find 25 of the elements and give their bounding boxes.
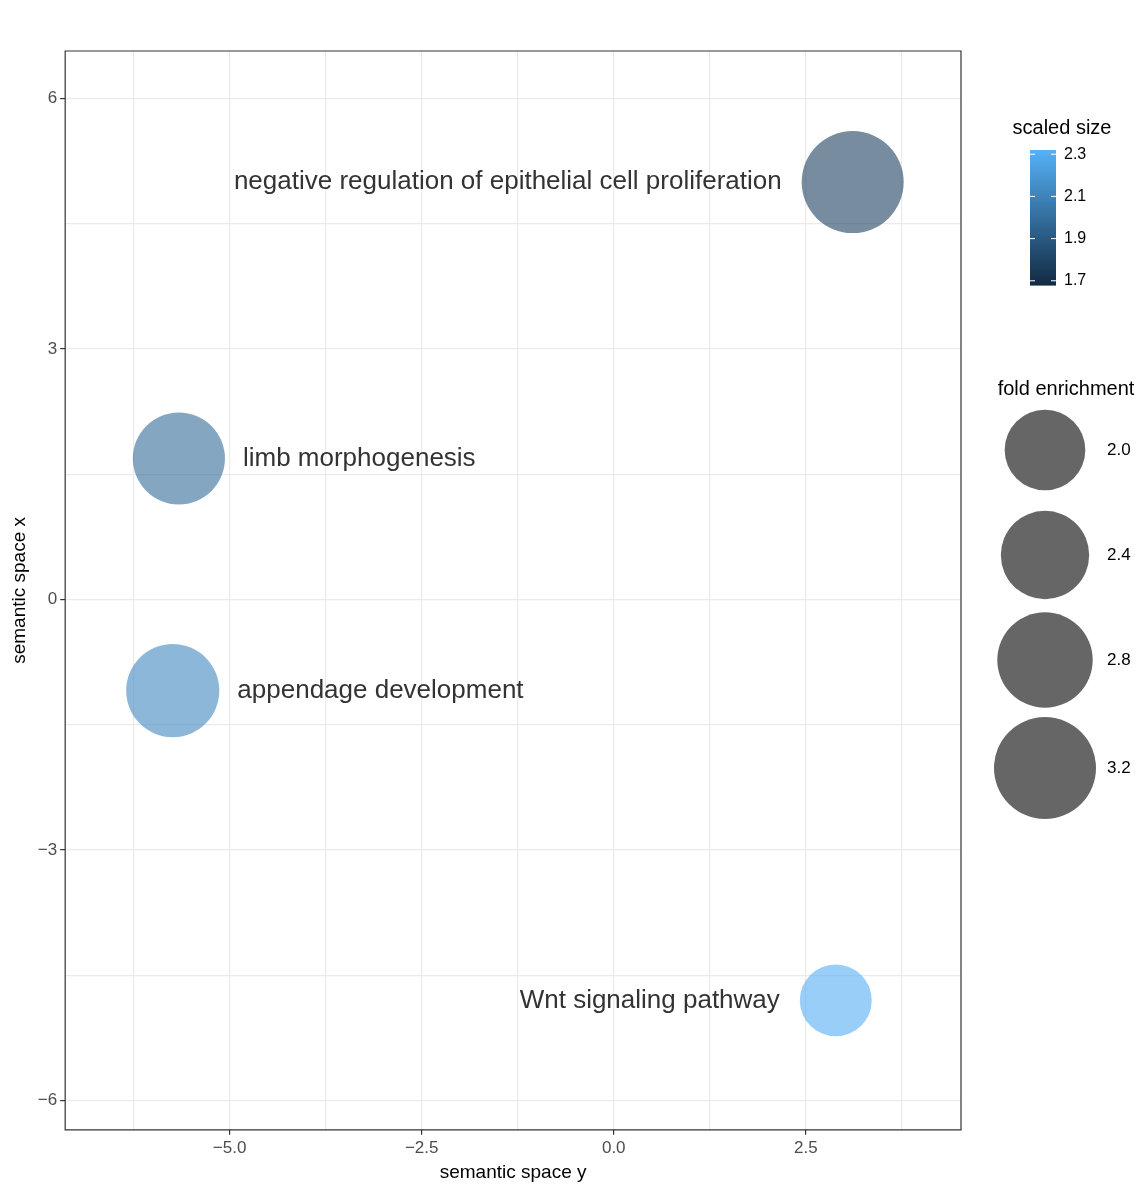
y-tick-label: 0 xyxy=(47,589,58,609)
legend-label: 2.4 xyxy=(1107,544,1131,564)
color-bar-label: 1.7 xyxy=(1064,271,1087,289)
y-tick-label: −6 xyxy=(37,1090,58,1110)
color-bar-label: 2.1 xyxy=(1064,186,1087,204)
legend-label: 3.2 xyxy=(1107,757,1131,777)
color-bar-label: 1.9 xyxy=(1064,229,1087,246)
legend-label: 2.0 xyxy=(1107,439,1131,459)
color-bar-label: 2.3 xyxy=(1064,144,1087,162)
annotation: appendage development xyxy=(237,673,525,704)
x-tick-label: −2.5 xyxy=(404,1137,439,1157)
x-tick-label: 2.5 xyxy=(793,1137,818,1157)
color-bar-title: scaled size xyxy=(1012,116,1112,138)
legend-title: fold enrichment xyxy=(997,377,1135,399)
annotation: negative regulation of epithelial cell proliferation xyxy=(233,165,782,196)
y-tick-label: 6 xyxy=(47,88,58,108)
y-tick-label: 3 xyxy=(47,338,58,358)
legend-label: 2.8 xyxy=(1107,649,1131,669)
y-tick-label: −3 xyxy=(37,839,58,859)
annotation: Wnt signaling pathway xyxy=(519,983,780,1014)
x-tick-label: 0.0 xyxy=(601,1137,626,1157)
x-tick-label: −5.0 xyxy=(212,1137,247,1157)
x-axis-title: semantic space y xyxy=(439,1160,587,1182)
y-axis-title: semantic space x xyxy=(7,516,29,664)
annotation: limb morphogenesis xyxy=(242,441,476,472)
